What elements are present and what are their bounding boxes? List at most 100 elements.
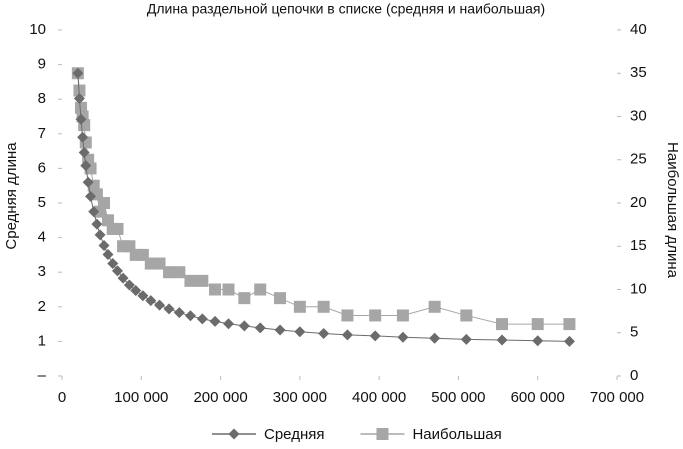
point [428,300,441,313]
point [137,290,149,302]
y-tick-label: 3 [38,263,46,280]
x-tick-label: 600 000 [511,389,565,406]
point [369,309,382,322]
point [85,190,97,202]
point [238,292,251,305]
y-tick-label: 1 [38,332,46,349]
x-tick-label: 300 000 [273,389,327,406]
point [341,309,354,322]
y2-axis-label: Наибольшая длина [664,142,681,279]
point [173,307,185,319]
y2-tick-label: 5 [630,324,638,341]
point [563,335,575,347]
y2-tick-label: 10 [630,280,647,297]
point [102,249,114,261]
point [531,318,544,331]
series-line [77,73,570,342]
legend-label: Средняя [264,426,324,443]
point [496,334,508,346]
legend-label: Наибольшая [412,426,501,443]
point [153,257,166,270]
y-tick-label: 5 [38,194,46,211]
series-line [77,73,570,325]
point [274,292,287,305]
point [173,266,186,279]
y-tick-label: 8 [38,90,46,107]
y-tick-label: 4 [38,229,46,246]
point [341,329,353,341]
point [222,283,235,296]
x-tick-label: 200 000 [193,389,247,406]
point [293,300,306,313]
point [123,240,136,253]
point [209,315,221,327]
y2-tick-label: 40 [630,21,647,38]
y-tick-label: 10 [29,21,46,38]
point [78,146,90,158]
legend-marker [376,428,389,440]
point [460,333,472,345]
point [94,229,106,241]
point [117,272,129,284]
y-tick-label: – [38,367,47,384]
point [223,318,234,330]
x-tick-label: 100 000 [114,389,168,406]
point [78,119,91,132]
point [163,266,176,279]
y-axis-label: Средняя длина [3,142,20,250]
point [254,283,267,296]
point [82,176,94,188]
point [196,274,209,287]
x-tick-label: 700 000 [590,389,644,406]
x-tick-label: 0 [58,389,66,406]
point [184,274,197,287]
y2-tick-label: 25 [630,151,647,168]
y-tick-label: 2 [38,298,46,315]
point [238,320,250,332]
x-tick-label: 400 000 [352,389,406,406]
point [274,324,286,336]
point [107,258,119,270]
point [254,322,266,334]
point [75,113,87,125]
point [163,303,175,315]
y2-tick-label: 35 [630,64,647,81]
x-tick-label: 500 000 [431,389,485,406]
chart-title: Длина раздельной цепочки в списке (средн… [147,1,545,17]
point [369,330,381,342]
point [123,279,135,291]
point [294,326,306,338]
point [80,160,92,172]
point [496,318,509,331]
point [72,67,84,79]
point [317,300,330,313]
y2-tick-label: 30 [630,107,647,124]
point [145,295,157,307]
point [196,313,208,325]
point [77,131,89,143]
point [184,310,196,322]
y2-tick-label: 0 [630,367,638,384]
point [460,309,473,322]
point [209,283,222,296]
point [429,332,441,344]
y2-tick-label: 20 [630,194,647,211]
y-tick-label: 6 [38,159,46,176]
point [318,327,330,339]
y-tick-label: 7 [38,125,46,142]
point [396,309,409,322]
point [98,197,111,209]
point [532,335,544,347]
point [111,222,124,235]
point [73,93,85,105]
point [112,265,123,277]
point [88,206,100,218]
legend-marker [228,428,240,440]
point [397,331,409,343]
y2-tick-label: 15 [630,237,647,254]
y-tick-label: 9 [38,56,46,73]
point [91,218,103,230]
point [98,240,110,252]
